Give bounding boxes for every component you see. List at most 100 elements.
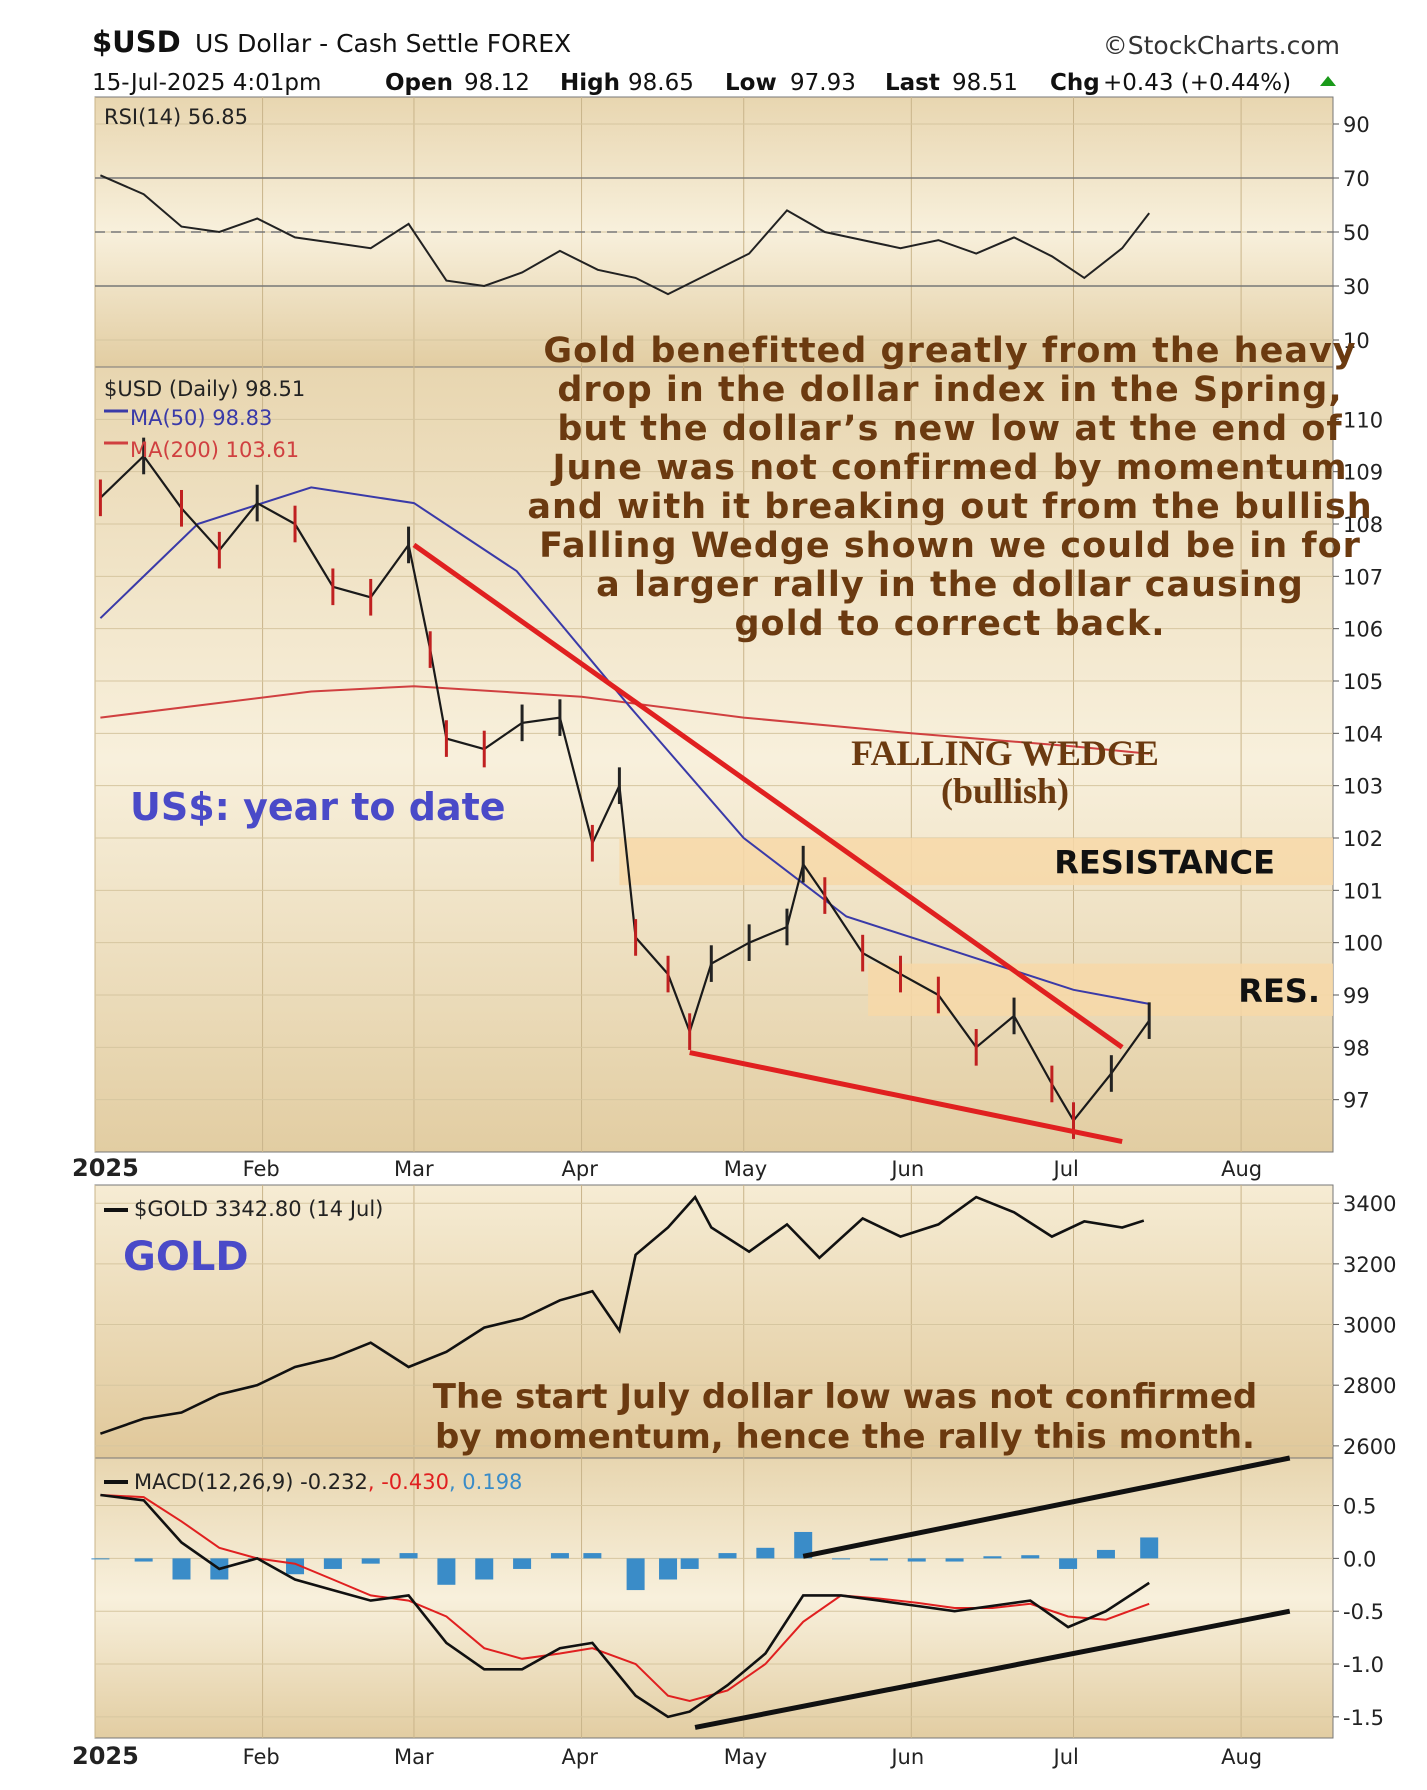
y-tick-label: 0.5 xyxy=(1343,1495,1376,1519)
wedge-subtitle: (bullish) xyxy=(941,771,1069,811)
resistance-zone xyxy=(868,963,1333,1016)
macd-histogram-bar xyxy=(437,1558,456,1585)
wedge-trendline xyxy=(689,1050,1123,1144)
gold-annotation-line: The start July dollar low was not confir… xyxy=(433,1377,1258,1417)
rsi-line xyxy=(99,174,1150,296)
trendlines-layer xyxy=(412,542,1291,1730)
change-up-icon xyxy=(1320,76,1336,86)
annotation-line: but the dollar’s new low at the end of xyxy=(557,409,1342,449)
y-tick-label: 100 xyxy=(1343,932,1383,956)
x-tick-label: 2025 xyxy=(72,1154,139,1182)
header-last: 98.51 xyxy=(952,70,1018,96)
header-chg: +0.43 (+0.44%) xyxy=(1103,70,1291,96)
y-tick-label: 98 xyxy=(1343,1036,1370,1060)
x-tick-label: Feb xyxy=(243,1157,280,1181)
macd-histogram-bar xyxy=(659,1558,678,1580)
x-tick-label: Apr xyxy=(562,1745,599,1769)
macd-histogram-bar xyxy=(1059,1558,1078,1569)
ytd-label: US$: year to date xyxy=(130,785,506,829)
macd-histogram-bar xyxy=(794,1531,813,1559)
macd-legend-signal: -0.430 xyxy=(381,1470,449,1494)
macd-histogram-bar xyxy=(361,1558,380,1564)
header-open-label: Open xyxy=(385,70,453,96)
y-tick-label: -1.0 xyxy=(1343,1653,1384,1677)
x-tick-label: Feb xyxy=(243,1745,280,1769)
y-tick-label: 10 xyxy=(1343,329,1370,353)
y-tick-label: 3200 xyxy=(1343,1253,1396,1277)
ma200-line xyxy=(100,685,1150,755)
header-name: US Dollar - Cash Settle FOREX xyxy=(195,29,571,58)
header-source: ©StockCharts.com xyxy=(1103,31,1340,60)
y-tick-label: 2600 xyxy=(1343,1435,1396,1459)
y-tick-label: 102 xyxy=(1343,827,1383,851)
annotation-line: Gold benefitted greatly from the heavy xyxy=(543,331,1356,371)
ma200-legend: MA(200) 103.61 xyxy=(130,438,299,462)
ma50-legend: MA(50) 98.83 xyxy=(130,406,272,430)
annotation-line: drop in the dollar index in the Spring, xyxy=(557,370,1342,410)
x-tick-label: May xyxy=(724,1745,767,1769)
zone-label: RESISTANCE xyxy=(1054,844,1275,882)
y-tick-label: 107 xyxy=(1343,565,1383,589)
x-tick-label: Mar xyxy=(394,1745,434,1769)
macd-legend-prefix: MACD(12,26,9) xyxy=(134,1470,300,1494)
y-tick-label: 99 xyxy=(1343,984,1370,1008)
header-symbol: $USD xyxy=(92,25,181,59)
header-low: 97.93 xyxy=(790,70,856,96)
macd-histogram-bar xyxy=(399,1553,418,1559)
annotation-line: Falling Wedge shown we could be in for xyxy=(539,526,1361,566)
wedge-trendline xyxy=(412,542,1124,1050)
macd-histogram-bar xyxy=(550,1553,569,1559)
macd-histogram-bar xyxy=(1096,1549,1115,1559)
y-tick-label: 30 xyxy=(1343,275,1370,299)
y-tick-label: 101 xyxy=(1343,879,1383,903)
y-tick-label: -1.5 xyxy=(1343,1706,1384,1730)
header-low-label: Low xyxy=(725,70,777,96)
macd-legend: MACD(12,26,9) -0.232, -0.430, 0.198 xyxy=(134,1470,522,1494)
macd-histogram-bar xyxy=(513,1558,532,1569)
macd-histogram-bar xyxy=(983,1556,1002,1559)
y-tick-label: 110 xyxy=(1343,408,1383,432)
header-chg-label: Chg xyxy=(1050,70,1100,96)
x-tick-label: Aug xyxy=(1221,1157,1262,1181)
annotation-line: and with it breaking out from the bullis… xyxy=(527,487,1372,527)
price-legend: $USD (Daily) 98.51 xyxy=(104,377,305,401)
y-tick-label: 104 xyxy=(1343,722,1383,746)
macd-histogram-bar xyxy=(475,1558,494,1580)
macd-histogram-bar xyxy=(134,1558,153,1562)
x-tick-label: Mar xyxy=(394,1157,434,1181)
x-tick-label: Aug xyxy=(1221,1745,1262,1769)
x-tick-label: Jun xyxy=(889,1157,924,1181)
y-tick-label: 3400 xyxy=(1343,1192,1396,1216)
macd-histogram-bar xyxy=(323,1558,342,1569)
macd-histogram-bar xyxy=(869,1558,888,1561)
y-tick-label: 0.0 xyxy=(1343,1547,1376,1571)
macd-histogram-bar xyxy=(172,1558,191,1580)
gold-legend: $GOLD 3342.80 (14 Jul) xyxy=(134,1197,383,1221)
header-date: 15-Jul-2025 4:01pm xyxy=(92,70,321,96)
y-tick-label: 97 xyxy=(1343,1089,1370,1113)
header-high-label: High xyxy=(560,70,620,96)
x-tick-label: 2025 xyxy=(72,1742,139,1770)
resistance-zone xyxy=(619,838,1333,886)
header-open: 98.12 xyxy=(464,70,530,96)
y-tick-label: 108 xyxy=(1343,513,1383,537)
y-tick-label: 90 xyxy=(1343,113,1370,137)
macd-histogram-bar xyxy=(718,1553,737,1559)
y-tick-label: 3000 xyxy=(1343,1314,1396,1338)
ticks-layer: 2025 2025 Feb Feb Mar Mar Apr Apr May May Jun Jun Ju… xyxy=(72,113,1396,1770)
price-annotation: Gold benefitted greatly from the heavydr… xyxy=(527,331,1372,644)
gold-line xyxy=(99,1194,1145,1435)
macd-histogram-bar xyxy=(945,1558,964,1562)
gold-annotation: The start July dollar low was not confir… xyxy=(433,1377,1258,1457)
gold-label: GOLD xyxy=(123,1234,249,1280)
zones-layer xyxy=(619,838,1333,1016)
macd-signal-line xyxy=(100,1494,1150,1703)
y-tick-label: 50 xyxy=(1343,221,1370,245)
x-tick-label: Apr xyxy=(562,1157,599,1181)
macd-trendline xyxy=(694,1608,1291,1730)
macd-histogram-bar xyxy=(907,1558,926,1562)
macd-histogram-bar xyxy=(626,1558,645,1591)
y-tick-label: -0.5 xyxy=(1343,1600,1384,1624)
gold-annotation-line: by momentum, hence the rally this month. xyxy=(435,1417,1255,1457)
